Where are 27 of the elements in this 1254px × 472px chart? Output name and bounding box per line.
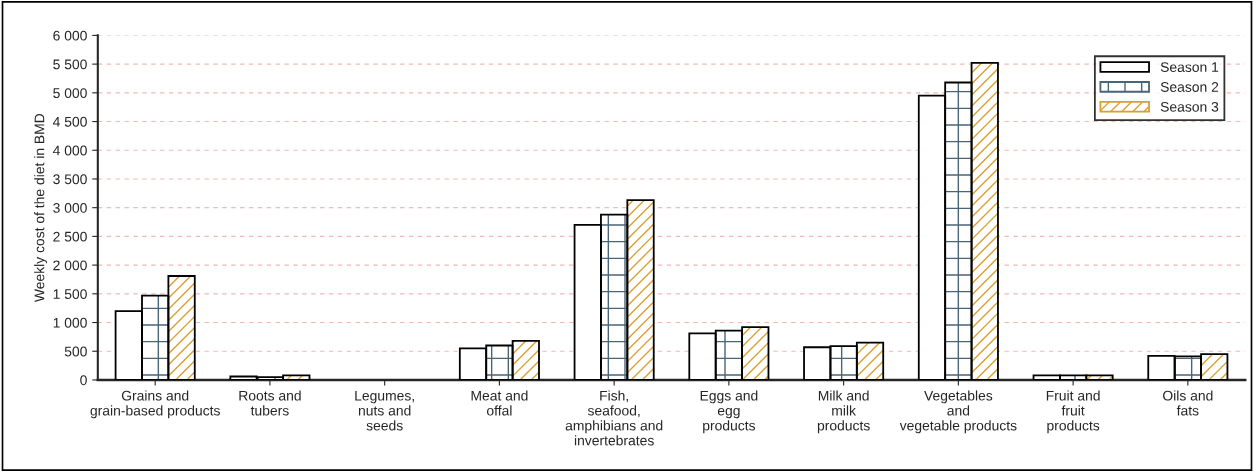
x-tick-label: Vegetables and vegetable products <box>899 390 1017 434</box>
x-tick-label: Legumes, nuts and seeds <box>355 390 414 431</box>
x-tick-label: Oils and fats <box>1163 390 1213 416</box>
y-tick-label: 5 000 <box>53 88 87 98</box>
y-tick-label: 6 000 <box>53 30 87 41</box>
y-tick-label: 0 <box>80 375 87 386</box>
y-tick-label: 3 500 <box>53 174 87 185</box>
legend-label: Season 2 <box>1160 82 1219 92</box>
y-tick-label: 5 500 <box>53 59 87 70</box>
y-tick-label: 4 000 <box>52 145 87 156</box>
x-tick-label: Milk and milk products <box>817 390 870 434</box>
y-tick-label: 2 500 <box>53 231 87 242</box>
y-tick-label: 1 000 <box>53 317 87 328</box>
y-tick-label: 500 <box>64 346 87 357</box>
legend-label: Season 3 <box>1160 101 1219 112</box>
y-tick-label: 3 000 <box>53 203 87 213</box>
y-tick-label: 2 000 <box>53 260 87 271</box>
x-tick-label: Eggs and egg products <box>700 390 758 434</box>
x-tick-label: Roots and tubers <box>239 390 301 416</box>
x-tick-label: Fruit and fruit products <box>1046 390 1100 434</box>
y-tick-label: 4 500 <box>52 116 87 127</box>
x-tick-label: Fish, seafood, amphibians and invertebrates <box>565 390 663 446</box>
y-tick-label: 1 500 <box>53 289 87 299</box>
x-tick-label: Meat and offal <box>471 390 528 416</box>
y-axis-title: Weekly cost of the diet in BMD <box>34 113 48 303</box>
legend-label: Season 1 <box>1160 62 1219 72</box>
x-tick-label: Grains and grain-based products <box>90 390 220 419</box>
